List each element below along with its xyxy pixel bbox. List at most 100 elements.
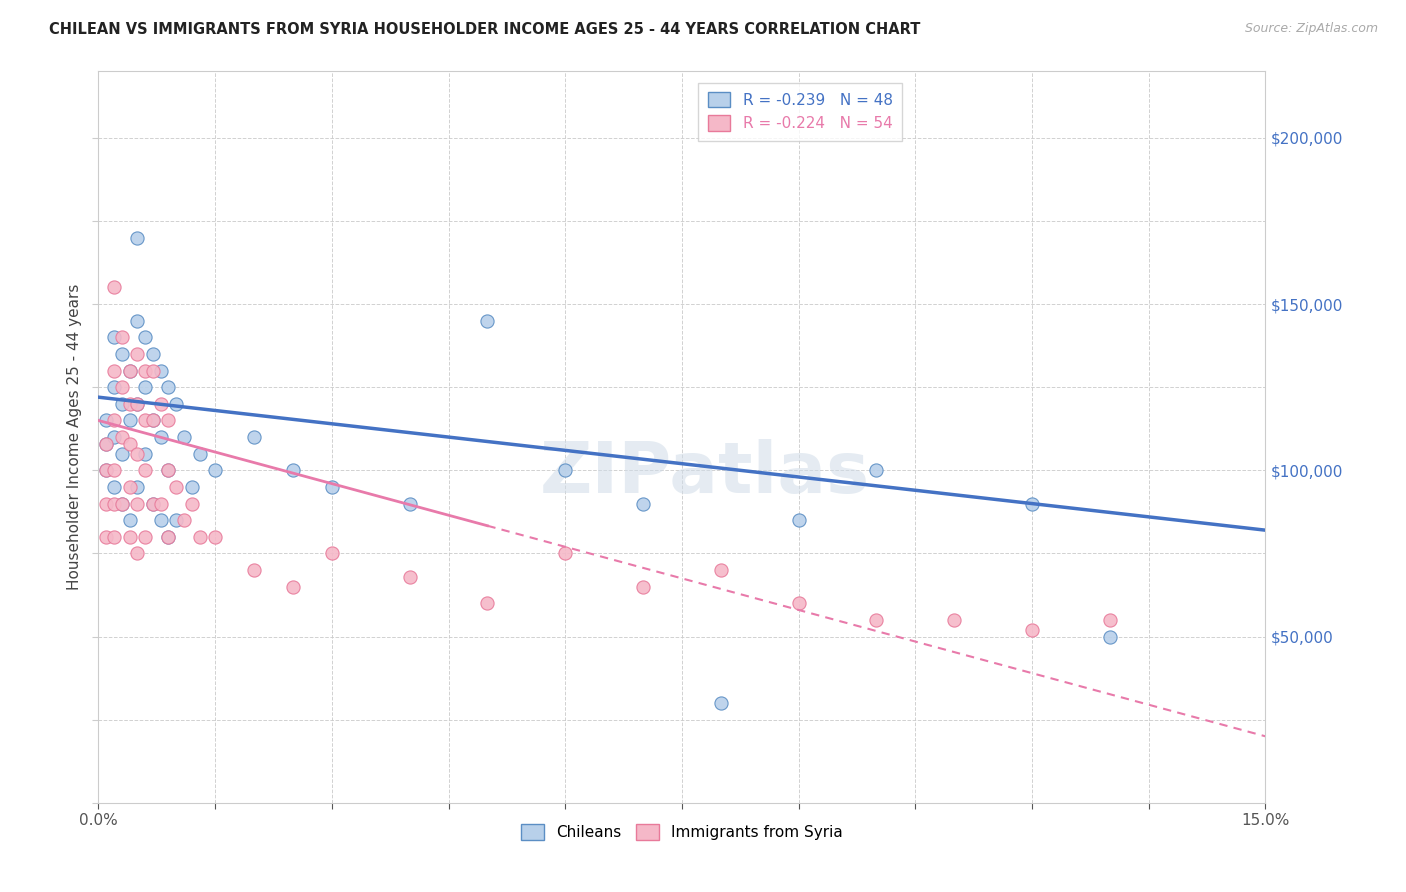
Point bbox=[243, 563, 266, 577]
Point bbox=[188, 530, 211, 544]
Point bbox=[321, 480, 343, 494]
Point bbox=[1098, 630, 1121, 644]
Point bbox=[1021, 497, 1043, 511]
Point bbox=[149, 363, 172, 377]
Point bbox=[127, 397, 149, 411]
Point bbox=[103, 413, 125, 427]
Point bbox=[477, 314, 499, 328]
Point bbox=[204, 530, 226, 544]
Point bbox=[103, 463, 125, 477]
Text: Source: ZipAtlas.com: Source: ZipAtlas.com bbox=[1244, 22, 1378, 36]
Point bbox=[134, 463, 156, 477]
Point bbox=[134, 413, 156, 427]
Point bbox=[103, 430, 125, 444]
Point bbox=[134, 447, 156, 461]
Point bbox=[127, 397, 149, 411]
Point bbox=[554, 546, 576, 560]
Point bbox=[165, 397, 187, 411]
Point bbox=[127, 546, 149, 560]
Point bbox=[631, 497, 654, 511]
Point bbox=[111, 397, 134, 411]
Point bbox=[118, 480, 141, 494]
Point bbox=[631, 580, 654, 594]
Point bbox=[398, 570, 420, 584]
Point bbox=[127, 314, 149, 328]
Point bbox=[157, 530, 180, 544]
Point bbox=[96, 463, 118, 477]
Point bbox=[188, 447, 211, 461]
Point bbox=[281, 580, 304, 594]
Point bbox=[157, 463, 180, 477]
Point bbox=[710, 696, 733, 710]
Point bbox=[103, 380, 125, 394]
Point bbox=[134, 380, 156, 394]
Point bbox=[103, 330, 125, 344]
Point bbox=[204, 463, 226, 477]
Point bbox=[142, 497, 165, 511]
Point bbox=[96, 413, 118, 427]
Point bbox=[118, 436, 141, 450]
Point bbox=[127, 347, 149, 361]
Point bbox=[142, 497, 165, 511]
Point bbox=[157, 413, 180, 427]
Point bbox=[321, 546, 343, 560]
Point bbox=[149, 397, 172, 411]
Point bbox=[165, 480, 187, 494]
Point bbox=[165, 513, 187, 527]
Point bbox=[157, 530, 180, 544]
Point bbox=[118, 530, 141, 544]
Text: CHILEAN VS IMMIGRANTS FROM SYRIA HOUSEHOLDER INCOME AGES 25 - 44 YEARS CORRELATI: CHILEAN VS IMMIGRANTS FROM SYRIA HOUSEHO… bbox=[49, 22, 921, 37]
Point bbox=[134, 330, 156, 344]
Point bbox=[787, 596, 810, 610]
Point bbox=[111, 380, 134, 394]
Point bbox=[127, 480, 149, 494]
Point bbox=[111, 447, 134, 461]
Point bbox=[118, 363, 141, 377]
Point bbox=[554, 463, 576, 477]
Point bbox=[96, 436, 118, 450]
Point bbox=[142, 413, 165, 427]
Point bbox=[127, 230, 149, 244]
Point bbox=[96, 530, 118, 544]
Point bbox=[865, 613, 887, 627]
Point bbox=[118, 363, 141, 377]
Point bbox=[103, 480, 125, 494]
Point bbox=[943, 613, 966, 627]
Point bbox=[477, 596, 499, 610]
Text: ZIPatlas: ZIPatlas bbox=[540, 439, 870, 508]
Point bbox=[103, 497, 125, 511]
Point bbox=[149, 513, 172, 527]
Point bbox=[149, 430, 172, 444]
Point bbox=[118, 513, 141, 527]
Point bbox=[111, 497, 134, 511]
Point bbox=[1021, 623, 1043, 637]
Point bbox=[111, 347, 134, 361]
Point bbox=[180, 497, 202, 511]
Point bbox=[111, 330, 134, 344]
Point bbox=[118, 413, 141, 427]
Point bbox=[710, 563, 733, 577]
Point bbox=[142, 347, 165, 361]
Point bbox=[865, 463, 887, 477]
Point bbox=[157, 463, 180, 477]
Point bbox=[127, 497, 149, 511]
Point bbox=[142, 363, 165, 377]
Point bbox=[243, 430, 266, 444]
Point bbox=[96, 463, 118, 477]
Point bbox=[173, 430, 195, 444]
Point bbox=[111, 430, 134, 444]
Point bbox=[787, 513, 810, 527]
Point bbox=[134, 363, 156, 377]
Point bbox=[173, 513, 195, 527]
Point bbox=[96, 497, 118, 511]
Point bbox=[1098, 613, 1121, 627]
Point bbox=[111, 497, 134, 511]
Point bbox=[127, 447, 149, 461]
Point bbox=[149, 497, 172, 511]
Point bbox=[180, 480, 202, 494]
Point bbox=[281, 463, 304, 477]
Legend: Chileans, Immigrants from Syria: Chileans, Immigrants from Syria bbox=[515, 818, 849, 847]
Point bbox=[96, 436, 118, 450]
Point bbox=[103, 280, 125, 294]
Point bbox=[134, 530, 156, 544]
